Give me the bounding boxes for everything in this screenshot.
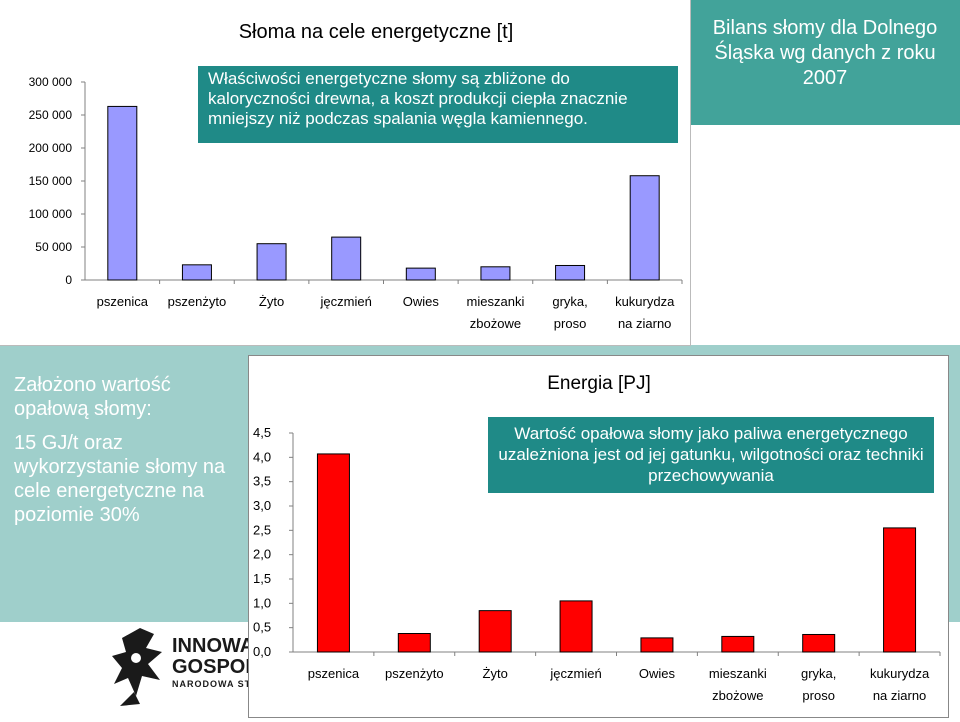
x-tick-label: na ziarno — [873, 688, 926, 703]
x-tick-label: jęczmień — [549, 666, 601, 681]
x-tick-label: proso — [554, 316, 587, 331]
x-tick-label: pszenżyto — [168, 294, 227, 309]
x-tick-label: gryka, — [801, 666, 836, 681]
assumption-detail: 15 GJ/t oraz wykorzystanie słomy na cele… — [14, 432, 226, 526]
bar-2 — [256, 243, 287, 281]
y-tick-label: 4,0 — [253, 449, 271, 464]
x-tick-label: mieszanki — [709, 666, 767, 681]
callout-energy-properties: Właściwości energetyczne słomy są zbliżo… — [198, 66, 678, 143]
x-tick-label: pszenżyto — [385, 666, 444, 681]
x-tick-label: jęczmień — [320, 294, 372, 309]
x-tick-label: zbożowe — [470, 316, 521, 331]
y-tick-label: 0,5 — [253, 620, 271, 635]
y-tick-label: 4,5 — [253, 425, 271, 440]
chart-panel-bottom: Energia [PJ] 0,0 0,5 1,0 1,5 2,0 2,5 3,0 3,5 4,0 4… — [248, 355, 949, 718]
y-tick-label: 0 — [65, 273, 72, 287]
x-tick-label: proso — [802, 688, 835, 703]
y-tick-label: 2,0 — [253, 547, 271, 562]
y-tick-label: 3,5 — [253, 474, 271, 489]
x-tick-label: Owies — [403, 294, 440, 309]
x-tick-label: zbożowe — [712, 688, 763, 703]
x-tick-label: gryka, — [552, 294, 587, 309]
bar-7 — [629, 175, 660, 281]
y-tick-label: 1,0 — [253, 595, 271, 610]
y-tick-label: 2,5 — [253, 522, 271, 537]
x-tick-label: na ziarno — [618, 316, 671, 331]
bar-5 — [480, 266, 511, 281]
chart-panel-top: Słoma na cele energetyczne [t] 0 50 000 100… — [0, 0, 691, 346]
bar-6 — [802, 633, 836, 653]
x-tick-label: kukurydza — [615, 294, 675, 309]
assumption-text: Założono wartość opałową słomy: 15 GJ/t … — [14, 373, 246, 527]
chart-title: Słoma na cele energetyczne [t] — [239, 21, 514, 43]
x-tick-label: pszenica — [97, 294, 149, 309]
y-tick-label: 250 000 — [29, 108, 73, 122]
x-tick-label: Żyto — [483, 666, 508, 681]
header-right-title: Bilans słomy dla Dolnego Śląska wg danyc… — [712, 17, 938, 89]
logo-line-1: INNOWA — [172, 635, 255, 657]
bar-0 — [316, 453, 350, 653]
y-tick-label: 300 000 — [29, 75, 73, 89]
logo-line-2: GOSPOD — [172, 656, 260, 678]
x-tick-label: pszenica — [308, 666, 360, 681]
header-right-band — [690, 0, 960, 125]
logo-mark — [112, 628, 162, 706]
bar-1 — [181, 264, 212, 281]
y-tick-label: 50 000 — [35, 240, 72, 254]
y-tick-label: 100 000 — [29, 207, 73, 221]
y-tick-label: 0,0 — [253, 644, 271, 659]
assumption-heading: Założono wartość opałową słomy: — [14, 374, 171, 420]
innovative-economy-logo-icon — [110, 622, 250, 716]
x-tick-label: mieszanki — [467, 294, 525, 309]
x-tick-label: Owies — [639, 666, 676, 681]
bar-3 — [559, 600, 593, 653]
y-tick-label: 3,0 — [253, 498, 271, 513]
callout-heating-value: Wartość opałowa słomy jako paliwa energe… — [488, 417, 934, 493]
bar-7 — [883, 527, 917, 653]
logo-line-3: NARODOWA STR — [172, 679, 259, 689]
bar-1 — [397, 633, 431, 653]
bar-3 — [331, 236, 362, 281]
chart-energy-pj: Energia [PJ] 0,0 0,5 1,0 1,5 2,0 2,5 3,0 3,5 4,0 4… — [253, 373, 941, 703]
x-tick-label: Żyto — [259, 294, 284, 309]
y-tick-label: 200 000 — [29, 141, 73, 155]
chart-title: Energia [PJ] — [547, 373, 651, 394]
bar-5 — [721, 635, 755, 653]
y-tick-label: 150 000 — [29, 174, 73, 188]
y-tick-label: 1,5 — [253, 571, 271, 586]
bar-4 — [640, 637, 674, 653]
bar-6 — [555, 264, 586, 281]
chart-straw-tonnes: Słoma na cele energetyczne [t] 0 50 000 100… — [29, 21, 683, 331]
logo-wordmark: INNOWA GOSPOD NARODOWA STR — [172, 636, 260, 690]
x-tick-label: kukurydza — [870, 666, 930, 681]
bar-0 — [107, 105, 138, 281]
bar-2 — [478, 610, 512, 653]
bar-4 — [405, 267, 436, 281]
